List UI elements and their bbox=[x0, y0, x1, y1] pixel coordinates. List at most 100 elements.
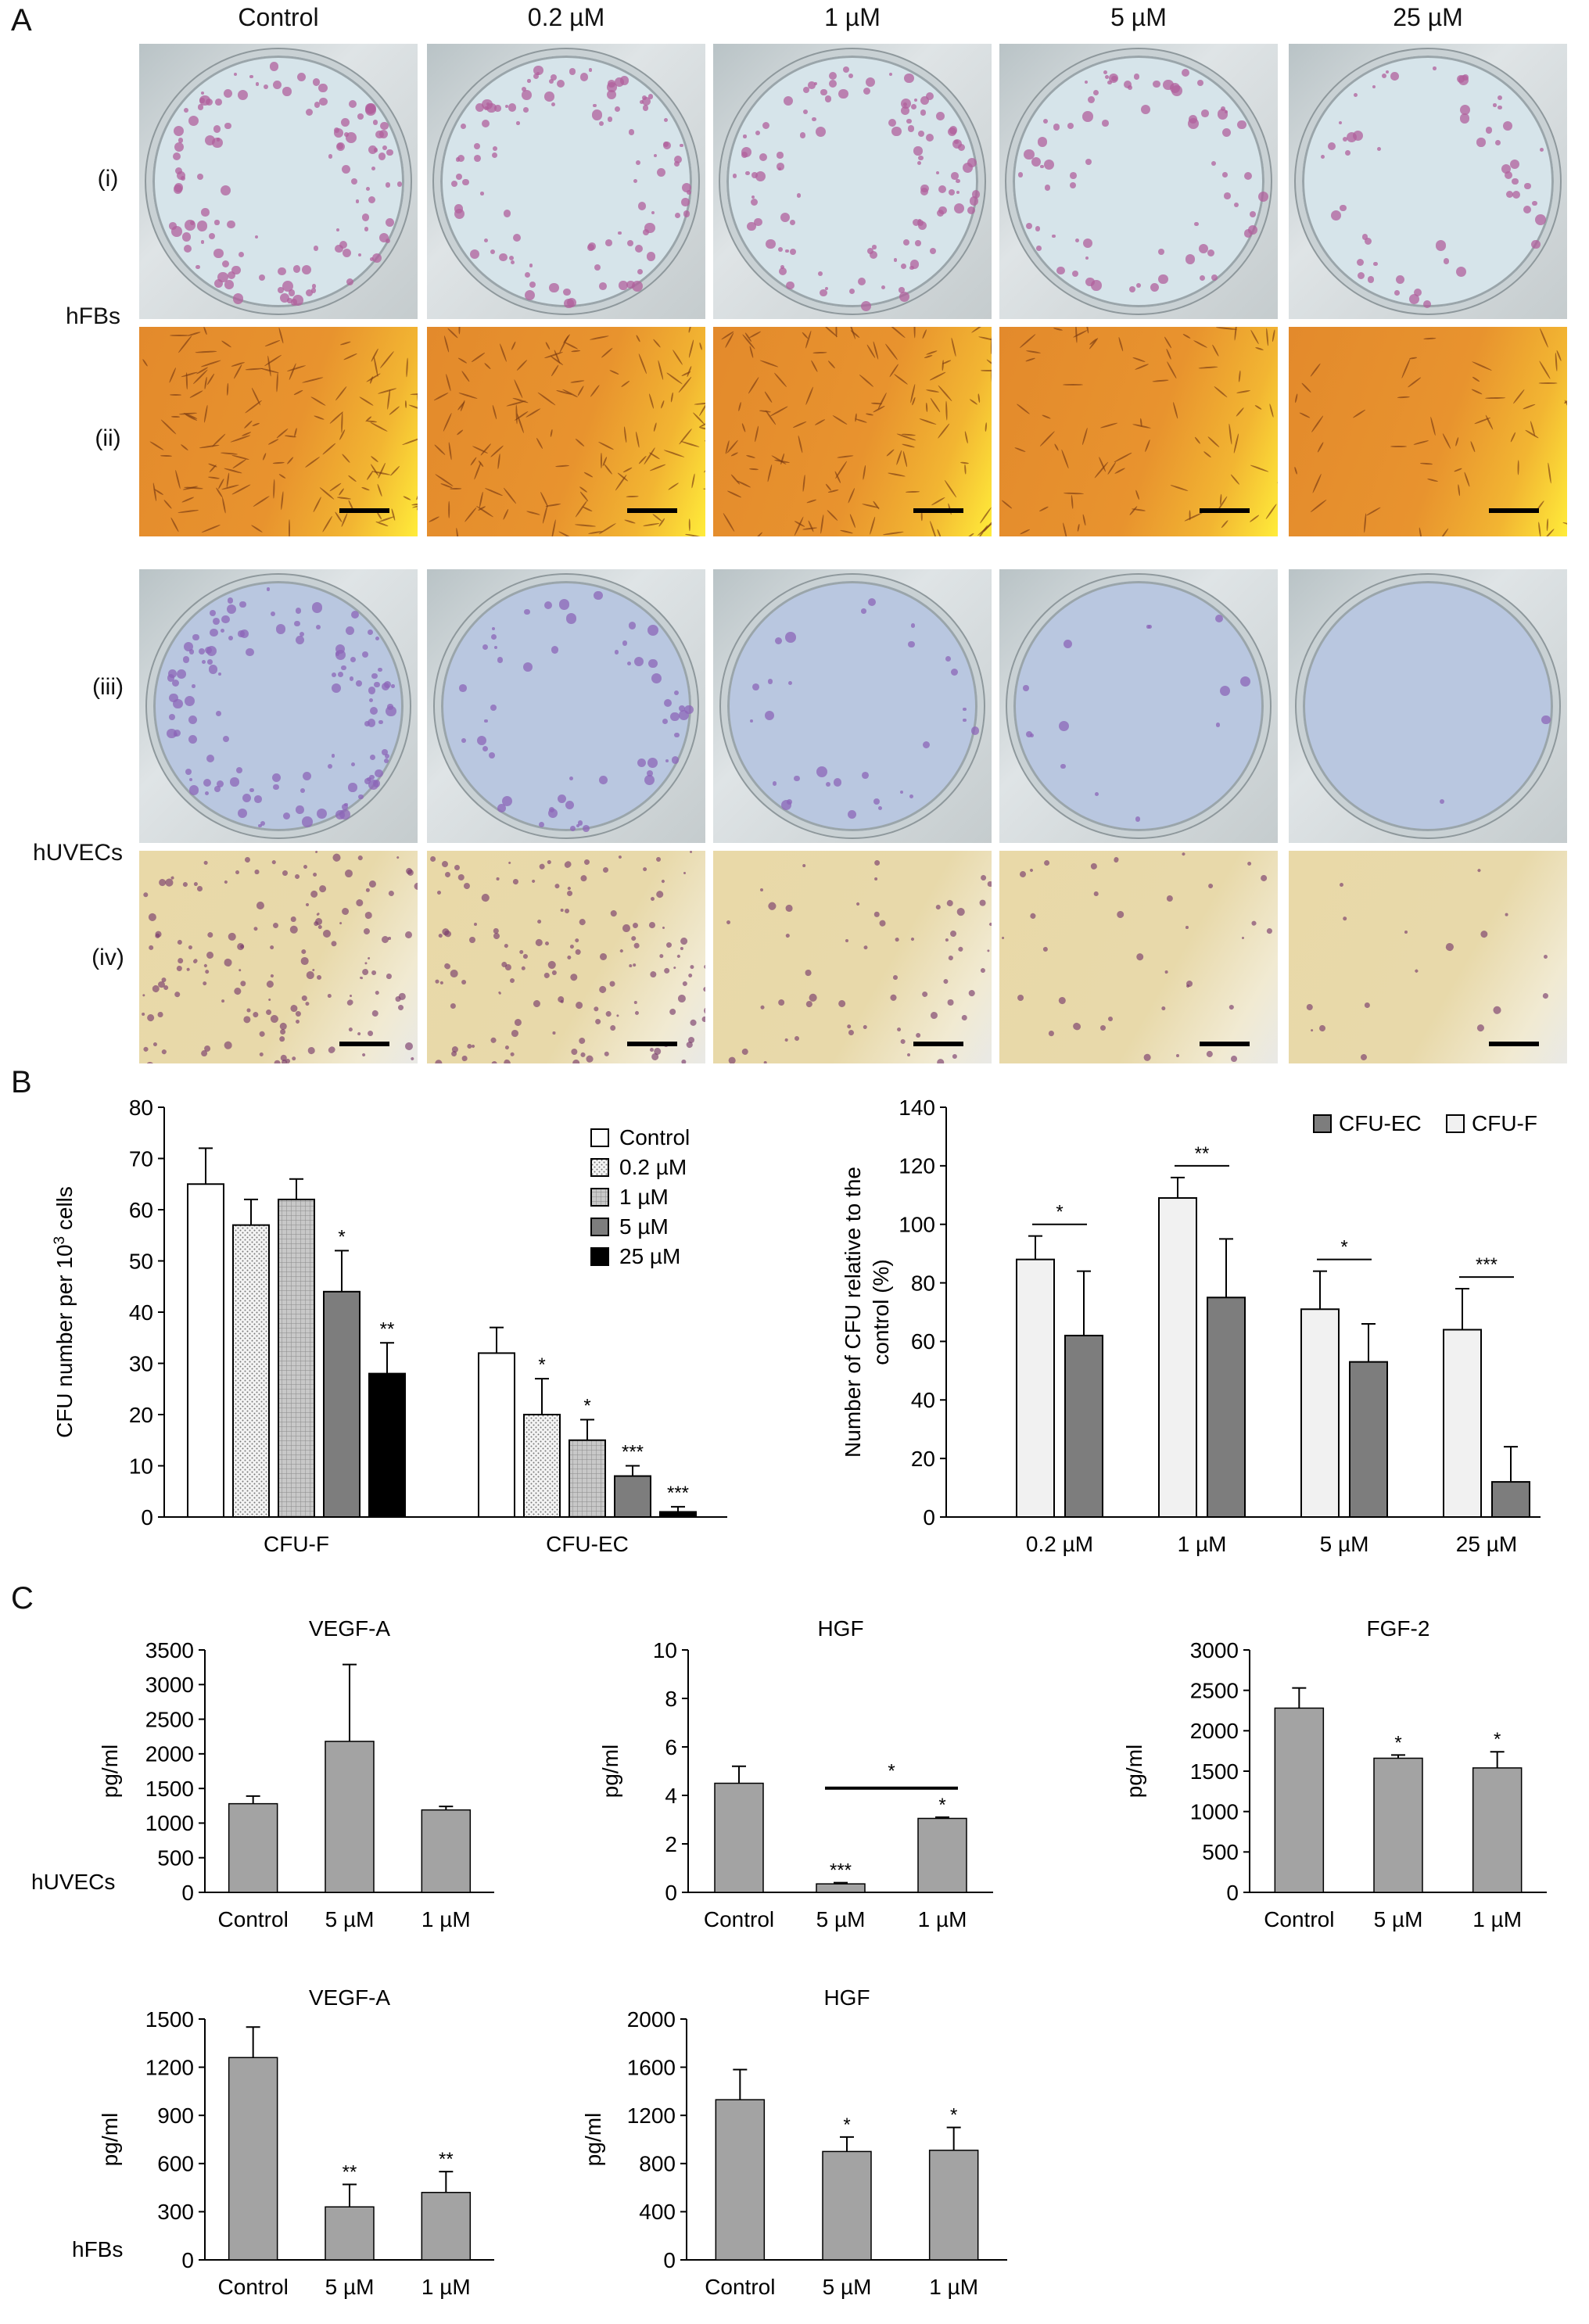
x-category-label: Control bbox=[705, 2275, 775, 2299]
panel-letter-c: C bbox=[11, 1581, 34, 1616]
y-axis-label: control (%) bbox=[869, 1259, 893, 1365]
significance-mark: *** bbox=[830, 1860, 852, 1881]
scale-bar bbox=[1489, 1042, 1539, 1046]
y-tick-label: 3000 bbox=[145, 1673, 194, 1697]
bar bbox=[368, 1372, 406, 1518]
x-category-label: 1 µM bbox=[421, 1907, 471, 1931]
column-header: 5 µM bbox=[1110, 3, 1167, 31]
bar bbox=[232, 1224, 270, 1518]
legend-swatch bbox=[590, 1158, 609, 1177]
significance-mark: * bbox=[538, 1354, 545, 1375]
culture-dish-photo bbox=[139, 569, 418, 843]
y-tick-label: 140 bbox=[899, 1096, 935, 1120]
micrograph-photo bbox=[999, 327, 1278, 536]
bar bbox=[1016, 1258, 1055, 1518]
scale-bar bbox=[339, 1042, 389, 1046]
significance-mark: * bbox=[938, 1795, 945, 1816]
chart-title: HGF bbox=[817, 1616, 863, 1641]
row-label-ii: (ii) bbox=[95, 425, 121, 451]
micrograph-photo bbox=[139, 327, 418, 536]
y-tick-label: 0 bbox=[1226, 1881, 1239, 1905]
y-tick-label: 20 bbox=[911, 1447, 935, 1471]
significance-mark: * bbox=[1056, 1202, 1063, 1223]
bar bbox=[1443, 1329, 1482, 1519]
y-tick-label: 1600 bbox=[627, 2055, 676, 2079]
y-tick-label: 60 bbox=[129, 1198, 153, 1222]
micrograph-photo bbox=[1289, 327, 1567, 536]
bar bbox=[569, 1439, 606, 1518]
row-label: hUVECs bbox=[31, 1870, 115, 1894]
significance-mark: * bbox=[583, 1396, 590, 1417]
micrograph-photo bbox=[427, 327, 705, 536]
y-tick-label: 10 bbox=[653, 1638, 677, 1662]
chart-title: HGF bbox=[823, 1985, 870, 2010]
y-tick-label: 1200 bbox=[627, 2103, 676, 2128]
culture-dish-photo bbox=[713, 44, 992, 319]
significance-mark: * bbox=[843, 2114, 850, 2136]
legend-swatch bbox=[590, 1247, 609, 1266]
y-tick-label: 600 bbox=[157, 2152, 194, 2176]
x-category-label: Control bbox=[218, 2275, 289, 2299]
y-tick-label: 80 bbox=[911, 1271, 935, 1295]
y-axis-label: pg/ml bbox=[1122, 1745, 1146, 1798]
x-category-label: 0.2 µM bbox=[1026, 1532, 1093, 1556]
bar bbox=[917, 1817, 967, 1893]
legend-swatch bbox=[1313, 1114, 1332, 1133]
bar bbox=[816, 1883, 866, 1893]
bar bbox=[1491, 1481, 1530, 1518]
y-tick-label: 1200 bbox=[145, 2055, 194, 2079]
bar bbox=[928, 2150, 979, 2261]
significance-mark: * bbox=[888, 1761, 895, 1782]
significance-mark: * bbox=[1394, 1732, 1401, 1753]
y-tick-label: 0 bbox=[923, 1505, 935, 1530]
y-tick-label: 900 bbox=[157, 2103, 194, 2128]
bar bbox=[1349, 1361, 1388, 1518]
y-tick-label: 800 bbox=[639, 2152, 676, 2176]
culture-dish-photo bbox=[713, 569, 992, 843]
bar bbox=[523, 1414, 561, 1518]
row-label-i: (i) bbox=[97, 166, 119, 192]
panel-letter-a: A bbox=[11, 3, 32, 38]
significance-mark: * bbox=[338, 1226, 345, 1247]
y-tick-label: 3000 bbox=[1190, 1638, 1239, 1662]
cell-label-hfbs: hFBs bbox=[66, 303, 121, 329]
y-tick-label: 3500 bbox=[145, 1638, 194, 1662]
y-axis-label: pg/ml bbox=[581, 2113, 605, 2166]
significance-mark: ** bbox=[1195, 1143, 1210, 1164]
y-tick-label: 0 bbox=[181, 1881, 194, 1905]
row-label-iii: (iii) bbox=[92, 674, 124, 700]
x-category-label: CFU-EC bbox=[546, 1532, 629, 1556]
y-tick-label: 60 bbox=[911, 1329, 935, 1354]
x-category-label: 1 µM bbox=[421, 2275, 471, 2299]
micrograph-photo bbox=[713, 851, 992, 1063]
legend-label: CFU-EC bbox=[1339, 1111, 1422, 1135]
x-category-label: Control bbox=[704, 1907, 774, 1931]
significance-mark: * bbox=[950, 2105, 957, 2126]
culture-dish-photo bbox=[427, 569, 705, 843]
micrograph-photo bbox=[1289, 851, 1567, 1063]
significance-mark: * bbox=[1494, 1729, 1501, 1750]
significance-mark: ** bbox=[343, 2161, 357, 2182]
y-axis-label: pg/ml bbox=[98, 2113, 122, 2166]
bar bbox=[1300, 1308, 1340, 1518]
chart-hgf-hfbs: 0 400 800 1200 1600 2000 HGF pg/ml Control * 5 µM *… bbox=[581, 1985, 1007, 2299]
bar bbox=[421, 2192, 472, 2261]
panel-letter-b: B bbox=[11, 1065, 32, 1099]
scale-bar bbox=[627, 508, 677, 513]
bar bbox=[1472, 1767, 1523, 1893]
x-category-label: CFU-F bbox=[264, 1532, 329, 1556]
x-category-label: 5 µM bbox=[325, 2275, 375, 2299]
column-header: Control bbox=[238, 3, 319, 31]
row-label-iv: (iv) bbox=[91, 945, 124, 970]
x-category-label: Control bbox=[1264, 1907, 1334, 1931]
bar bbox=[1373, 1757, 1423, 1893]
x-category-label: 5 µM bbox=[816, 1907, 866, 1931]
column-header: 25 µM bbox=[1393, 3, 1463, 31]
chart-cfu-relative: 0 20 40 60 80 100 120 140 Number of CFU relative… bbox=[841, 1096, 1541, 1556]
y-tick-label: 2000 bbox=[627, 2007, 676, 2032]
micrograph-photo bbox=[427, 851, 705, 1063]
bar bbox=[1158, 1197, 1197, 1518]
bar bbox=[714, 1782, 764, 1893]
bar bbox=[1207, 1296, 1246, 1518]
chart-vegf-hfbs: 0 300 600 900 1200 1500 VEGF-A pg/ml hFBs Control… bbox=[72, 1985, 494, 2299]
